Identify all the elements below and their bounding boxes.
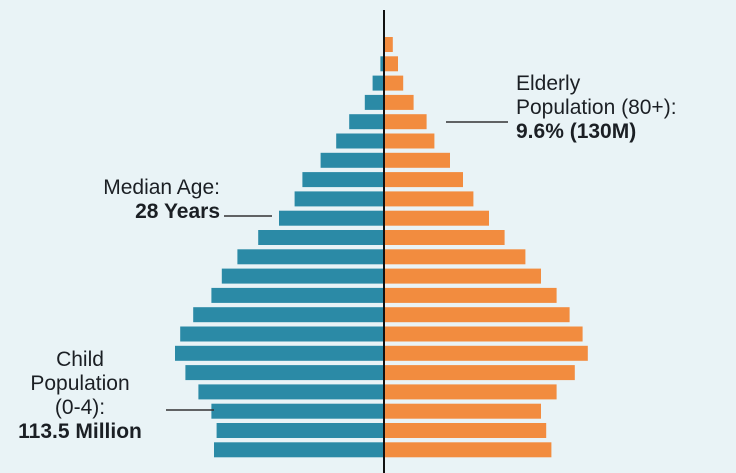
male-bar-7 (302, 172, 383, 188)
male-bar-13 (211, 287, 383, 303)
male-bar-6 (320, 152, 383, 168)
male-bar-12 (221, 268, 383, 284)
female-bar-11 (385, 249, 526, 265)
male-bars (175, 56, 383, 458)
male-bar-14 (193, 307, 383, 323)
female-bar-19 (385, 403, 541, 419)
female-bar-15 (385, 326, 583, 342)
male-bar-5 (336, 133, 383, 149)
female-bar-20 (385, 423, 547, 438)
female-bar-8 (385, 191, 474, 207)
median-age-value: 28 Years (135, 200, 220, 223)
female-bar-21 (385, 442, 552, 458)
female-bar-4 (385, 114, 427, 130)
male-bar-17 (185, 365, 383, 381)
female-bar-0 (385, 37, 393, 52)
male-bar-15 (180, 326, 383, 342)
male-bar-4 (349, 114, 383, 130)
median-age-annotation: Median Age: 28 Years (40, 176, 220, 224)
male-bar-11 (237, 249, 383, 265)
female-bar-7 (385, 172, 463, 188)
female-bar-2 (385, 75, 404, 91)
female-bar-12 (385, 268, 541, 284)
female-bar-17 (385, 365, 575, 381)
female-bar-13 (385, 287, 557, 303)
female-bar-9 (385, 210, 489, 226)
female-bar-16 (385, 345, 588, 361)
female-bar-1 (385, 56, 398, 72)
female-bars (385, 37, 588, 458)
male-bar-2 (372, 75, 383, 91)
female-bar-14 (385, 307, 570, 323)
child-population-value: 113.5 Million (18, 420, 142, 443)
male-bar-18 (198, 384, 383, 400)
male-bar-19 (211, 403, 383, 419)
male-bar-9 (279, 210, 383, 226)
female-bar-6 (385, 152, 450, 168)
child-label-line1: Child (56, 348, 104, 371)
male-bar-20 (216, 423, 383, 438)
male-bar-10 (258, 230, 383, 245)
female-bar-18 (385, 384, 557, 400)
female-bar-5 (385, 133, 435, 149)
elderly-label-line1: Elderly (516, 72, 581, 95)
male-bar-1 (380, 56, 383, 72)
female-bar-3 (385, 94, 414, 110)
female-bar-10 (385, 230, 505, 245)
male-bar-3 (364, 94, 383, 110)
male-bar-8 (294, 191, 383, 207)
median-age-label: Median Age: (103, 176, 220, 199)
elderly-population-annotation: Elderly Population (80+): 9.6% (130M) (516, 72, 736, 144)
child-label-line3: (0-4): (54, 396, 106, 419)
elderly-population-value: 9.6% (130M) (516, 120, 637, 143)
male-bar-21 (214, 442, 383, 458)
elderly-label-line2: Population (80+): (516, 96, 677, 119)
child-population-annotation: Child Population (0-4): 113.5 Million (0, 348, 160, 444)
male-bar-16 (175, 345, 383, 361)
child-label-line2: Population (30, 372, 130, 395)
